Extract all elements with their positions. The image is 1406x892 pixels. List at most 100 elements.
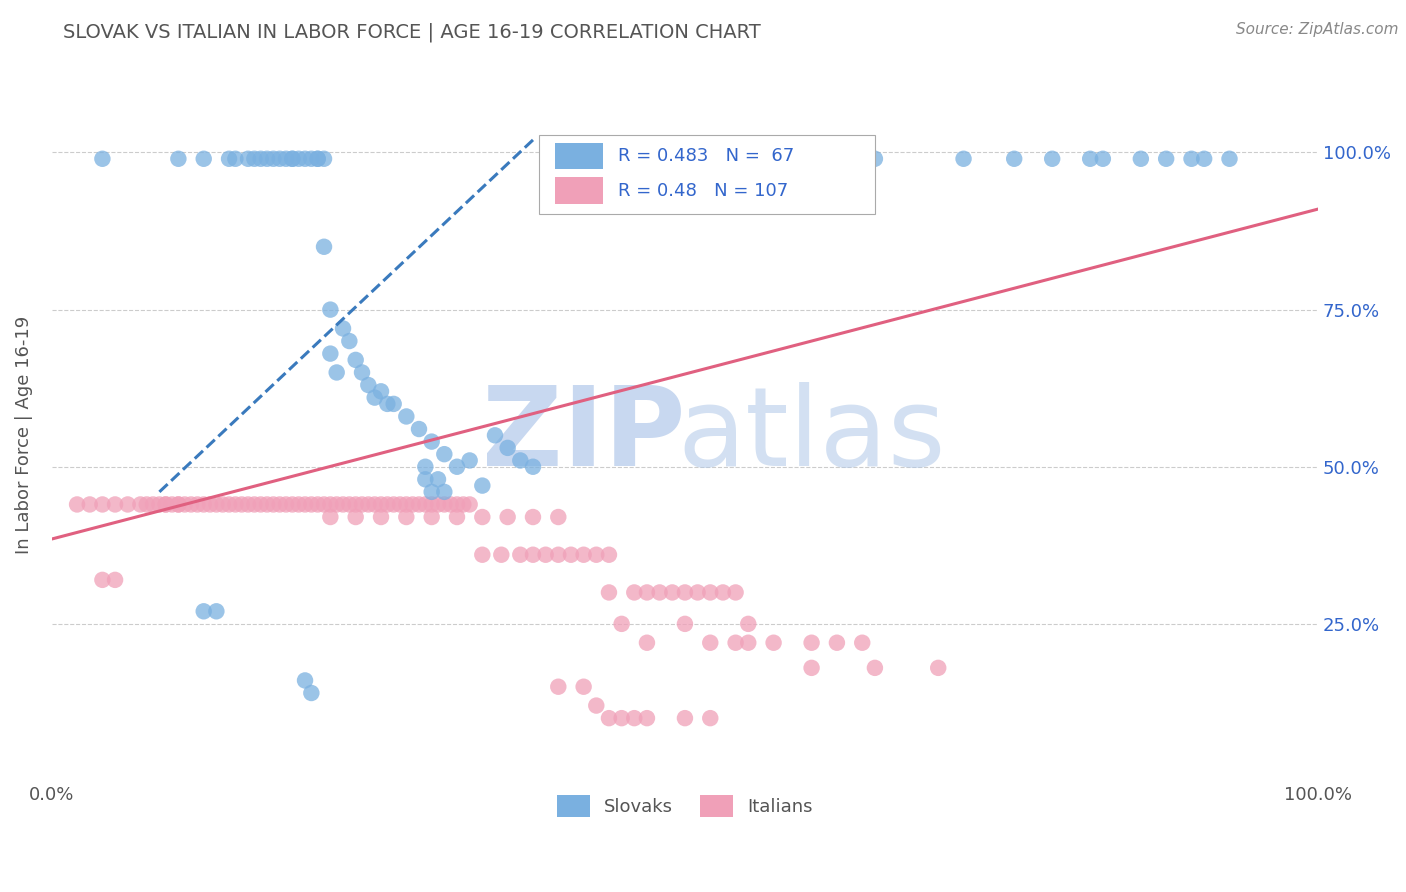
Point xyxy=(294,498,316,512)
Point xyxy=(1180,152,1202,166)
Point xyxy=(344,510,367,524)
Legend: Slovaks, Italians: Slovaks, Italians xyxy=(550,788,820,824)
Point xyxy=(256,498,278,512)
Point xyxy=(218,498,240,512)
Point xyxy=(91,573,114,587)
Point xyxy=(1040,152,1063,166)
Point xyxy=(236,498,259,512)
Point xyxy=(610,616,633,631)
Text: SLOVAK VS ITALIAN IN LABOR FORCE | AGE 16-19 CORRELATION CHART: SLOVAK VS ITALIAN IN LABOR FORCE | AGE 1… xyxy=(63,22,761,42)
Point xyxy=(433,498,456,512)
Bar xyxy=(554,178,603,203)
Point xyxy=(420,510,443,524)
Point xyxy=(509,548,531,562)
Point xyxy=(1218,152,1240,166)
Point xyxy=(224,152,246,166)
Point xyxy=(585,548,607,562)
Point xyxy=(395,409,418,424)
Point xyxy=(337,498,360,512)
Point xyxy=(623,585,645,599)
Point xyxy=(446,510,468,524)
Point xyxy=(243,152,266,166)
Point xyxy=(66,498,89,512)
Point xyxy=(357,378,380,392)
Text: Source: ZipAtlas.com: Source: ZipAtlas.com xyxy=(1236,22,1399,37)
Point xyxy=(572,680,595,694)
Point xyxy=(496,441,519,455)
Text: R = 0.483   N =  67: R = 0.483 N = 67 xyxy=(617,147,794,165)
Point xyxy=(851,636,873,650)
Point xyxy=(332,321,354,335)
Point xyxy=(636,585,658,599)
Point xyxy=(623,711,645,725)
Point xyxy=(299,152,322,166)
Point xyxy=(598,585,620,599)
Point xyxy=(287,498,309,512)
Point xyxy=(509,453,531,467)
Point xyxy=(673,585,696,599)
Point xyxy=(205,604,228,618)
Text: R = 0.48   N = 107: R = 0.48 N = 107 xyxy=(617,182,789,200)
Point xyxy=(395,498,418,512)
Point xyxy=(319,346,342,360)
Point xyxy=(211,498,233,512)
Point xyxy=(408,498,430,512)
Point xyxy=(274,498,297,512)
Point xyxy=(312,498,335,512)
Point xyxy=(307,152,329,166)
Point xyxy=(863,152,886,166)
Point xyxy=(572,548,595,562)
Point xyxy=(762,636,785,650)
Point xyxy=(193,604,215,618)
Point xyxy=(269,152,291,166)
Point xyxy=(458,498,481,512)
Point xyxy=(1154,152,1177,166)
Y-axis label: In Labor Force | Age 16-19: In Labor Force | Age 16-19 xyxy=(15,316,32,555)
Point xyxy=(673,152,696,166)
Point xyxy=(129,498,152,512)
Point xyxy=(724,636,747,650)
Point xyxy=(148,498,170,512)
Point xyxy=(269,498,291,512)
Point xyxy=(370,510,392,524)
Point xyxy=(299,498,322,512)
Point xyxy=(224,498,246,512)
Point xyxy=(344,498,367,512)
Text: ZIP: ZIP xyxy=(482,382,685,489)
Point xyxy=(1078,152,1101,166)
Point xyxy=(294,152,316,166)
Text: atlas: atlas xyxy=(678,382,946,489)
Point xyxy=(180,498,202,512)
Point xyxy=(262,498,284,512)
Point xyxy=(325,366,347,380)
Point xyxy=(636,636,658,650)
Point xyxy=(800,636,823,650)
Point xyxy=(522,548,544,562)
Point xyxy=(737,636,759,650)
Point xyxy=(256,152,278,166)
Point xyxy=(307,152,329,166)
Bar xyxy=(554,143,603,169)
Point xyxy=(160,498,183,512)
Point xyxy=(243,498,266,512)
Point xyxy=(686,585,709,599)
Point xyxy=(350,498,373,512)
Point xyxy=(648,585,671,599)
Point xyxy=(117,498,139,512)
Point xyxy=(104,498,127,512)
Point xyxy=(610,711,633,725)
Point xyxy=(337,334,360,348)
Point xyxy=(299,686,322,700)
Point xyxy=(319,498,342,512)
Point xyxy=(186,498,208,512)
Point xyxy=(724,585,747,599)
Point xyxy=(382,498,405,512)
Point xyxy=(661,585,683,599)
Point xyxy=(402,498,425,512)
Point xyxy=(446,459,468,474)
Point xyxy=(471,510,494,524)
Point xyxy=(547,548,569,562)
Point xyxy=(420,498,443,512)
Point xyxy=(332,498,354,512)
Point xyxy=(496,510,519,524)
